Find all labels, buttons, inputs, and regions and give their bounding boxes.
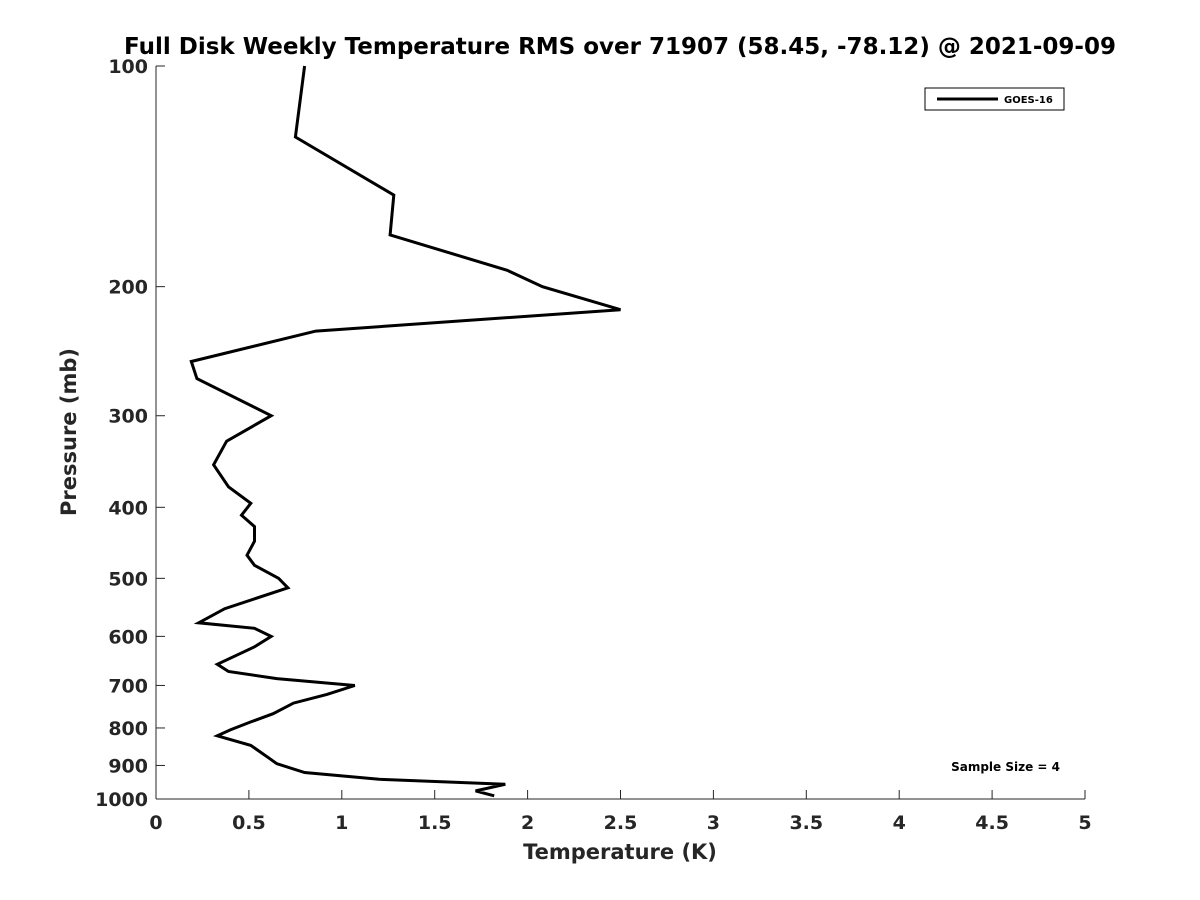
y-tick-label: 800 <box>108 718 148 740</box>
series-points <box>191 65 621 796</box>
y-axis-label: Pressure (mb) <box>57 348 81 516</box>
y-tick-label: 400 <box>108 497 148 519</box>
x-axis-label: Temperature (K) <box>523 840 717 864</box>
y-tick-label: 200 <box>108 277 148 299</box>
y-tick-label: 1000 <box>95 789 148 811</box>
y-tick-label: 900 <box>108 755 148 777</box>
x-tick-label: 2 <box>521 812 534 834</box>
legend-label: GOES-16 <box>1004 95 1053 106</box>
x-tick-label: 4 <box>893 812 906 834</box>
x-tick-label: 0.5 <box>232 812 266 834</box>
x-tick-label: 3 <box>707 812 720 834</box>
x-tick-label: 3.5 <box>789 812 823 834</box>
series-line-goes16 <box>189 65 621 798</box>
y-ticks: 100 200 300 400 500 600 700 800 900 1000 <box>95 56 165 811</box>
y-tick-label: 500 <box>108 568 148 590</box>
chart-title: Full Disk Weekly Temperature RMS over 71… <box>124 34 1116 60</box>
plot-axes <box>155 66 1085 800</box>
x-tick-label: 1 <box>335 812 348 834</box>
y-tick-label: 100 <box>108 56 148 78</box>
sample-size-annotation: Sample Size = 4 <box>951 760 1060 774</box>
x-tick-label: 1.5 <box>418 812 452 834</box>
x-tick-label: 2.5 <box>604 812 638 834</box>
y-tick-label: 300 <box>108 406 148 428</box>
x-tick-label: 0 <box>149 812 162 834</box>
x-ticks: 0 0.5 1 1.5 2 2.5 3 3.5 4 4.5 5 <box>149 790 1092 834</box>
x-tick-label: 5 <box>1078 812 1091 834</box>
y-tick-label: 700 <box>108 675 148 697</box>
y-tick-label: 600 <box>108 626 148 648</box>
legend: GOES-16 <box>924 87 1065 111</box>
x-tick-label: 4.5 <box>975 812 1009 834</box>
